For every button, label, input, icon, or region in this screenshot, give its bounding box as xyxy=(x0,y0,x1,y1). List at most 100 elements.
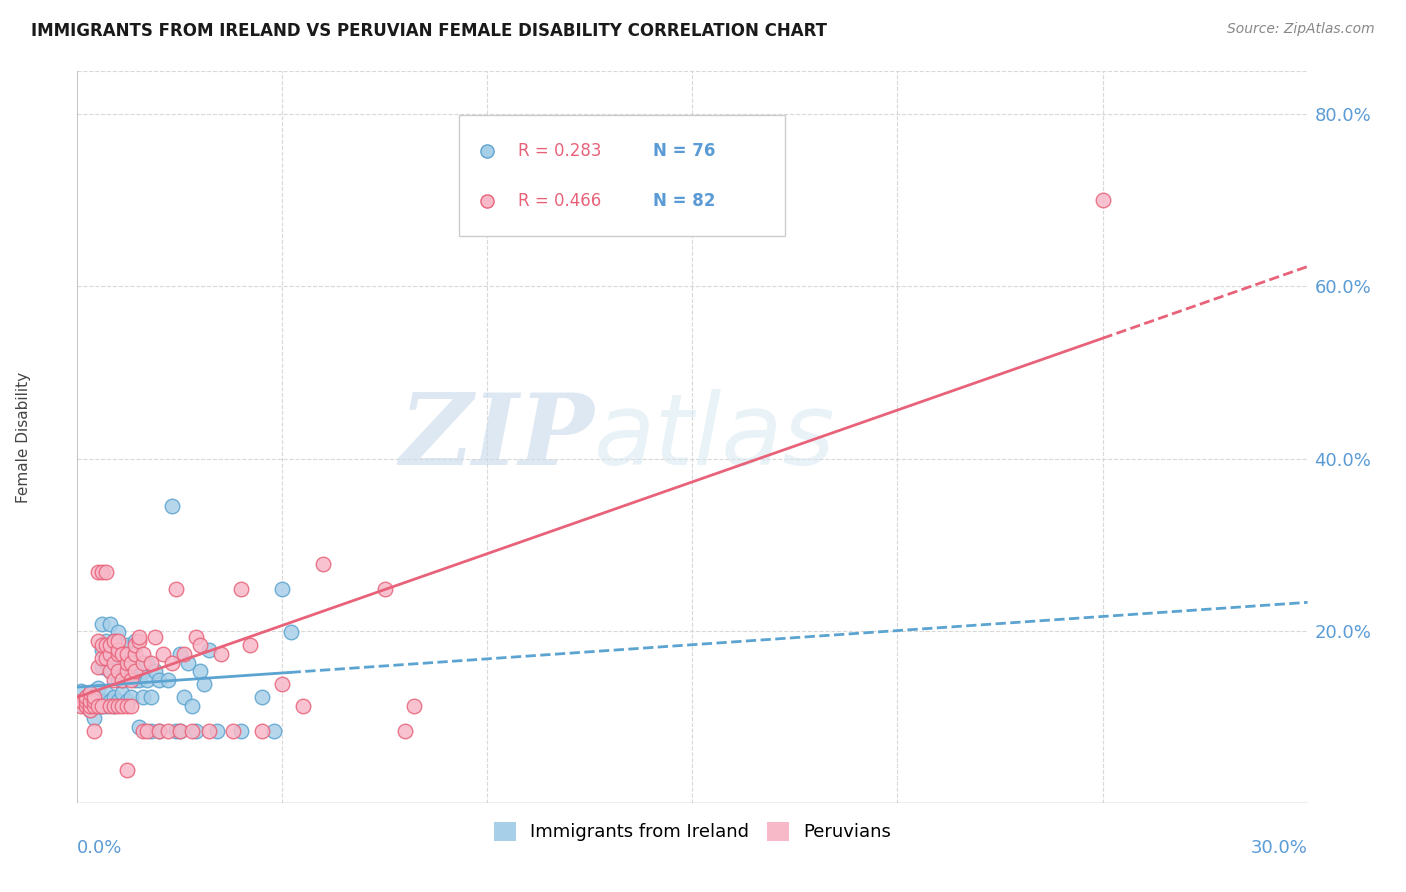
Point xyxy=(98,694,121,708)
Point xyxy=(94,694,117,708)
Text: N = 76: N = 76 xyxy=(654,142,716,160)
Point xyxy=(402,698,425,713)
Point xyxy=(271,582,294,597)
Point xyxy=(107,651,129,665)
Point xyxy=(90,565,114,579)
Point xyxy=(75,698,97,713)
Point xyxy=(291,698,314,713)
Point xyxy=(103,698,125,713)
Point xyxy=(103,634,125,648)
Point xyxy=(141,724,163,739)
Point xyxy=(169,647,191,661)
Point xyxy=(98,664,121,678)
Point xyxy=(250,724,273,739)
Point xyxy=(107,647,129,661)
Point xyxy=(79,694,101,708)
Point xyxy=(136,724,159,739)
Point xyxy=(107,664,129,678)
Point xyxy=(136,673,159,687)
Point xyxy=(107,625,129,640)
Point xyxy=(87,634,110,648)
Point xyxy=(75,690,97,705)
Point xyxy=(120,647,142,661)
Point xyxy=(222,724,245,739)
Point xyxy=(70,698,93,713)
Point xyxy=(94,656,117,670)
Point xyxy=(83,684,105,698)
Point xyxy=(169,724,191,739)
Point xyxy=(141,656,163,670)
Point xyxy=(394,724,416,739)
Point xyxy=(90,698,114,713)
Text: R = 0.283: R = 0.283 xyxy=(517,142,602,160)
Point xyxy=(98,647,121,661)
Text: ZIP: ZIP xyxy=(399,389,595,485)
Point xyxy=(75,694,97,708)
Point xyxy=(177,656,200,670)
Point xyxy=(148,724,170,739)
Point xyxy=(128,720,150,734)
Point xyxy=(94,651,117,665)
Point xyxy=(193,677,215,691)
Point xyxy=(79,698,101,713)
Point xyxy=(132,724,155,739)
Point xyxy=(148,673,170,687)
Point xyxy=(120,698,142,713)
Point xyxy=(156,673,179,687)
Point xyxy=(90,638,114,652)
Point xyxy=(231,582,253,597)
Point xyxy=(103,634,125,648)
Point xyxy=(124,638,146,652)
Point xyxy=(111,647,134,661)
Point xyxy=(83,694,105,708)
Point xyxy=(169,724,191,739)
Point xyxy=(70,694,93,708)
Point xyxy=(70,684,93,698)
Point xyxy=(83,698,105,713)
Point xyxy=(94,565,117,579)
Point xyxy=(103,673,125,687)
Point xyxy=(124,673,146,687)
Point xyxy=(94,686,117,700)
Point xyxy=(312,557,335,571)
Point xyxy=(94,634,117,648)
Point xyxy=(143,664,166,678)
Point xyxy=(111,673,134,687)
Point xyxy=(87,565,110,579)
Point xyxy=(186,630,208,644)
Point xyxy=(173,647,195,661)
Point xyxy=(90,698,114,713)
Point xyxy=(115,638,138,652)
Point xyxy=(132,690,155,704)
Point xyxy=(83,690,105,704)
Point xyxy=(239,638,262,652)
Point xyxy=(79,703,101,717)
Point xyxy=(156,724,179,739)
Point xyxy=(79,703,101,717)
Point xyxy=(87,698,110,713)
Point xyxy=(188,664,212,678)
Point xyxy=(197,724,219,739)
Point xyxy=(98,664,121,678)
Point xyxy=(197,642,219,657)
Point xyxy=(124,664,146,678)
Point xyxy=(1091,194,1114,208)
Point xyxy=(111,686,134,700)
Legend: Immigrants from Ireland, Peruvians: Immigrants from Ireland, Peruvians xyxy=(486,814,898,848)
Point xyxy=(87,698,110,713)
Point xyxy=(103,656,125,670)
Point xyxy=(107,634,129,648)
Point xyxy=(115,694,138,708)
Point xyxy=(165,582,187,597)
Point xyxy=(83,694,105,708)
Point xyxy=(98,698,121,713)
Point xyxy=(280,625,302,640)
Point xyxy=(186,724,208,739)
Text: 0.0%: 0.0% xyxy=(77,839,122,857)
Point xyxy=(79,686,101,700)
Point xyxy=(107,673,129,687)
Point xyxy=(75,699,97,714)
Point xyxy=(209,647,232,661)
Point xyxy=(79,698,101,713)
FancyBboxPatch shape xyxy=(458,115,785,235)
